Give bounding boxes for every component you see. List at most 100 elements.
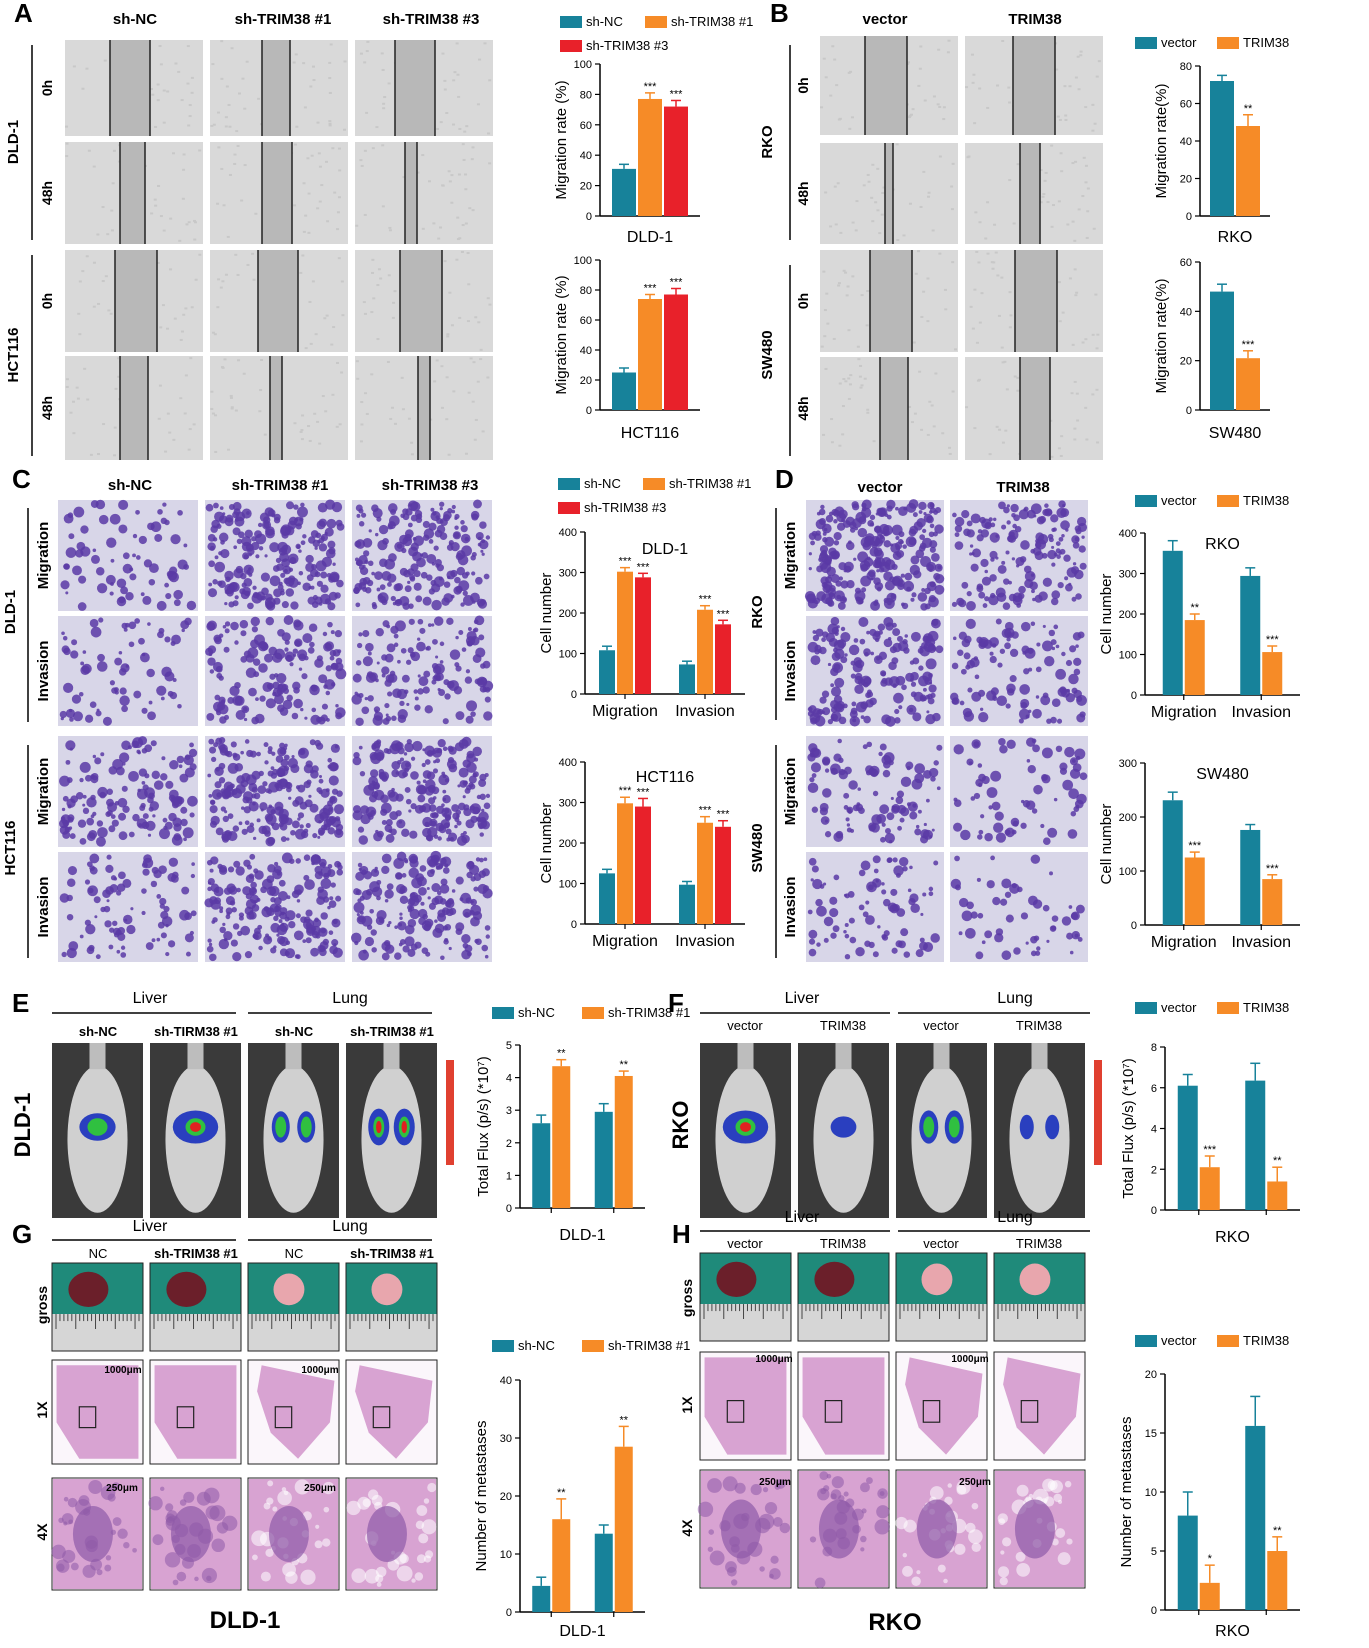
column-label: sh-NC [113, 11, 157, 28]
stained-cell [118, 812, 127, 821]
stained-cell [857, 787, 862, 791]
stained-cell [1079, 772, 1088, 781]
stained-cell [317, 716, 326, 725]
tissue-texture [152, 1534, 164, 1546]
stained-cell [219, 926, 226, 934]
stained-cell [444, 693, 451, 700]
cell-speckle [220, 40, 224, 43]
stained-cell [990, 770, 1002, 782]
significance-label: *** [699, 805, 713, 817]
legend-swatch [558, 478, 580, 490]
stained-cell [992, 696, 998, 701]
cell-speckle [117, 357, 121, 360]
stained-cell [887, 600, 892, 606]
cell-speckle [481, 430, 485, 433]
stained-cell [856, 597, 864, 605]
stained-cell [328, 930, 334, 935]
stained-cell [59, 775, 70, 787]
stained-cell [126, 924, 136, 935]
stained-cell [400, 760, 412, 771]
stained-cell [481, 552, 485, 556]
stained-cell [984, 930, 993, 939]
stained-cell [1026, 759, 1031, 763]
stained-cell [367, 651, 372, 656]
tissue-texture [860, 1547, 865, 1552]
gross-ruler [52, 1314, 143, 1351]
stained-cell [221, 833, 229, 841]
stained-cell [882, 934, 889, 941]
cell-speckle [300, 429, 304, 432]
tissue-texture [104, 1564, 112, 1572]
stained-cell [1008, 593, 1017, 602]
scale-label: 250μm [759, 1477, 791, 1488]
stained-cell [407, 908, 412, 913]
stained-cell [78, 575, 87, 584]
bar [635, 577, 651, 694]
panel-letter-G: G [12, 1219, 32, 1249]
stained-cell [424, 759, 431, 765]
bar [1184, 857, 1205, 925]
stained-cell [325, 788, 330, 793]
y-tick-label: 5 [1151, 1546, 1157, 1558]
stained-cell [277, 704, 285, 712]
stained-cell [165, 592, 172, 600]
stained-cell [417, 794, 426, 803]
stained-cell [828, 547, 837, 557]
cell-speckle [1082, 156, 1086, 159]
stained-cell [850, 673, 856, 679]
cell-speckle [947, 39, 951, 42]
stained-cell [1009, 675, 1017, 683]
legend-label: sh-TRIM38 #3 [584, 500, 666, 515]
cell-speckle [392, 301, 396, 304]
stained-cell [990, 557, 995, 562]
column-label: vector [923, 1018, 959, 1033]
cell-speckle [111, 182, 115, 185]
stained-cell [409, 908, 420, 920]
stained-cell [929, 546, 936, 553]
tissue-texture [251, 1530, 267, 1547]
stained-cell [932, 712, 941, 722]
stained-cell [834, 631, 839, 636]
stained-cell [1069, 950, 1074, 955]
stained-cell [240, 925, 251, 936]
stained-cell [188, 748, 198, 758]
cell-speckle [85, 67, 89, 70]
cell-speckle [1091, 129, 1095, 132]
stained-cell [239, 588, 246, 595]
stained-cell [934, 574, 945, 584]
cell-speckle [65, 385, 69, 388]
stained-cell [1056, 554, 1061, 559]
cell-speckle [825, 292, 829, 295]
y-tick-label: 0 [571, 919, 577, 931]
stained-cell [68, 533, 75, 540]
cell-speckle [113, 454, 117, 457]
cell-speckle [445, 112, 449, 115]
group-label: Liver [133, 1218, 168, 1235]
stained-cell [935, 645, 944, 654]
cell-speckle [847, 329, 851, 332]
bar [1262, 879, 1283, 925]
column-label: sh-NC [275, 1024, 314, 1039]
stained-cell [222, 512, 226, 516]
cell-speckle [300, 438, 304, 441]
cell-speckle [950, 185, 954, 188]
x-axis-label: SW480 [1209, 425, 1262, 442]
cell-speckle [81, 270, 85, 273]
cell-speckle [871, 163, 875, 166]
stained-cell [323, 872, 330, 880]
stained-cell [410, 943, 418, 951]
stained-cell [385, 713, 389, 717]
cell-speckle [838, 382, 842, 385]
tissue-texture [107, 1493, 116, 1502]
stained-cell [408, 867, 419, 879]
stained-cell [212, 917, 218, 923]
stained-cell [918, 665, 924, 671]
stained-cell [183, 837, 187, 842]
stained-cell [843, 930, 847, 934]
cell-speckle [78, 280, 82, 283]
stained-cell [481, 944, 489, 952]
stained-cell [264, 813, 274, 822]
stained-cell [299, 801, 308, 810]
stained-cell [284, 639, 290, 645]
